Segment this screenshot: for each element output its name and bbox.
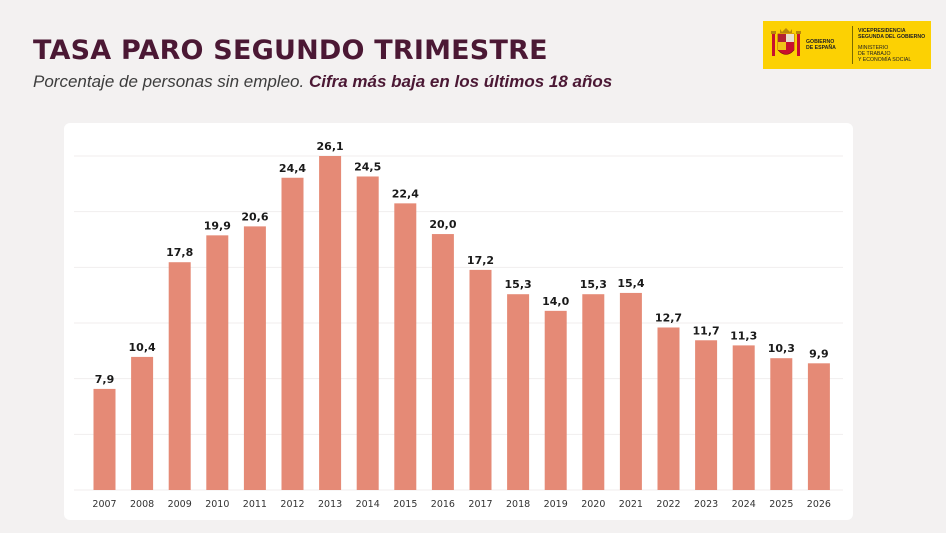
x-tick-label-2016: 2016	[431, 499, 455, 510]
data-label-2015: 22,4	[392, 187, 419, 200]
x-tick-label-2013: 2013	[318, 499, 342, 510]
bar-chart: 7,9 2007 10,4 2008 17,8 2009 19,9 2010 20,6 2011 2…	[74, 140, 843, 510]
subtitle-plain: Porcentaje de personas sin empleo.	[33, 72, 305, 91]
data-label-2008: 10,4	[129, 341, 156, 354]
x-tick-label-2024: 2024	[732, 499, 756, 510]
data-label-2018: 15,3	[505, 278, 532, 291]
chart-card: 7,9 2007 10,4 2008 17,8 2009 19,9 2010 20,6 2011 2…	[64, 123, 853, 520]
bar-2017	[469, 269, 492, 490]
data-label-2019: 14,0	[542, 295, 569, 308]
bar-2025	[770, 358, 793, 490]
x-tick-label-2017: 2017	[468, 499, 492, 510]
bar-2020	[582, 294, 605, 490]
x-tick-label-2008: 2008	[130, 499, 154, 510]
bar-2018	[507, 294, 530, 490]
bar-2015	[394, 203, 417, 490]
x-tick-label-2018: 2018	[506, 499, 530, 510]
logo-right-text: VICEPRESIDENCIA SEGUNDA DEL GOBIERNO MIN…	[858, 27, 926, 63]
subtitle-highlight: Cifra más baja en los últimos 18 años	[308, 72, 613, 91]
bar-2026	[807, 363, 830, 490]
page-subtitle: Porcentaje de personas sin empleo. Cifra…	[33, 72, 612, 92]
data-label-2020: 15,3	[580, 278, 607, 291]
bar-2023	[695, 340, 718, 490]
data-label-2023: 11,7	[693, 324, 720, 337]
data-label-2016: 20,0	[429, 218, 456, 231]
data-label-2022: 12,7	[655, 311, 682, 324]
data-label-2026: 9,9	[809, 347, 829, 360]
bar-2014	[356, 176, 379, 490]
x-tick-label-2015: 2015	[393, 499, 417, 510]
bar-2013	[319, 156, 342, 490]
logo-divider	[852, 26, 853, 64]
x-tick-label-2019: 2019	[544, 499, 568, 510]
x-tick-label-2026: 2026	[807, 499, 831, 510]
data-label-2014: 24,5	[354, 160, 381, 173]
x-tick-label-2014: 2014	[356, 499, 380, 510]
bar-2007	[93, 388, 116, 490]
bar-2011	[243, 226, 266, 490]
logo-left-text: GOBIERNO DE ESPAÑA	[806, 39, 836, 51]
bar-2021	[619, 292, 642, 490]
x-tick-label-2007: 2007	[92, 499, 116, 510]
x-tick-label-2020: 2020	[581, 499, 605, 510]
bar-2008	[131, 356, 154, 490]
x-tick-label-2022: 2022	[656, 499, 680, 510]
x-tick-label-2021: 2021	[619, 499, 643, 510]
data-label-2013: 26,1	[317, 140, 344, 153]
data-label-2009: 17,8	[166, 246, 193, 259]
x-tick-label-2010: 2010	[205, 499, 229, 510]
data-label-2011: 20,6	[241, 210, 268, 223]
x-tick-label-2023: 2023	[694, 499, 718, 510]
data-label-2017: 17,2	[467, 254, 494, 267]
coat-of-arms-icon	[771, 28, 801, 56]
data-label-2007: 7,9	[95, 373, 115, 386]
bar-2010	[206, 235, 229, 490]
x-tick-label-2012: 2012	[280, 499, 304, 510]
bar-2024	[732, 345, 755, 490]
x-tick-label-2025: 2025	[769, 499, 793, 510]
bar-2016	[431, 234, 454, 490]
data-label-2024: 11,3	[730, 329, 757, 342]
bar-2012	[281, 177, 304, 490]
x-tick-label-2009: 2009	[168, 499, 192, 510]
data-label-2021: 15,4	[617, 277, 644, 290]
data-label-2010: 19,9	[204, 219, 231, 232]
page-title: TASA PARO SEGUNDO TRIMESTRE	[33, 35, 548, 66]
x-tick-label-2011: 2011	[243, 499, 267, 510]
government-logo: GOBIERNO DE ESPAÑA VICEPRESIDENCIA SEGUN…	[763, 21, 931, 69]
data-label-2025: 10,3	[768, 342, 795, 355]
bar-2022	[657, 327, 680, 490]
data-label-2012: 24,4	[279, 162, 306, 175]
bar-2019	[544, 310, 567, 490]
bar-2009	[168, 262, 191, 490]
